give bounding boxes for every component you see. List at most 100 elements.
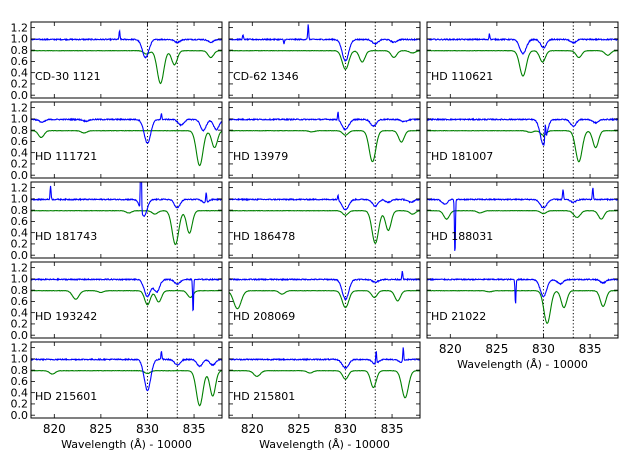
star-name-label: HD 181743 bbox=[35, 230, 97, 243]
y-tick-label: 0.4 bbox=[11, 66, 29, 79]
spectrum-panel: HD 188031 bbox=[426, 181, 619, 259]
panel-plot-area bbox=[229, 262, 420, 338]
y-tick-label: 0.2 bbox=[11, 398, 29, 411]
star-name-label: HD 13979 bbox=[233, 150, 288, 163]
spectrum-panel: 820 825 830 835 Wavelength (Å) - 10000 HD 215… bbox=[228, 341, 421, 451]
spectrum-panel: HD 208069 bbox=[228, 261, 421, 339]
model-spectrum-line bbox=[229, 289, 420, 310]
star-name-label: HD 208069 bbox=[233, 310, 295, 323]
panel-frame bbox=[228, 181, 421, 259]
spectrum-panel: 820 825 830 835 Wavelength (Å) - 10000 HD 210… bbox=[426, 261, 619, 371]
observed-spectrum-line bbox=[31, 29, 222, 59]
spectrum-panel: 0.00.20.40.60.81.01.2 HD 111721 bbox=[11, 101, 223, 182]
star-name-label: HD 215801 bbox=[233, 390, 295, 403]
spectrum-panel: HD 186478 bbox=[228, 181, 421, 259]
y-tick-label: 1.2 bbox=[11, 181, 29, 194]
panel-plot-area bbox=[31, 182, 222, 258]
model-spectrum-line bbox=[427, 289, 618, 324]
observed-spectrum-line bbox=[229, 270, 420, 301]
model-spectrum-line bbox=[427, 129, 618, 163]
panel-plot-area bbox=[31, 102, 222, 178]
panel-plot-area bbox=[229, 342, 420, 418]
y-tick-label: 1.2 bbox=[11, 101, 29, 114]
observed-spectrum-line bbox=[427, 117, 618, 147]
panel-plot-area bbox=[427, 262, 618, 338]
y-tick-label: 0.8 bbox=[11, 204, 29, 217]
model-spectrum-line bbox=[229, 129, 420, 163]
y-tick-label: 0.0 bbox=[11, 169, 29, 182]
observed-spectrum-line bbox=[31, 277, 222, 312]
y-tick-label: 0.6 bbox=[11, 55, 29, 68]
x-tick-label: 835 bbox=[381, 422, 404, 436]
star-name-label: CD-62 1346 bbox=[233, 70, 299, 83]
y-tick-label: 0.4 bbox=[11, 146, 29, 159]
y-tick-label: 1.0 bbox=[11, 193, 29, 206]
star-name-label: HD 110621 bbox=[431, 70, 493, 83]
x-tick-label: 830 bbox=[532, 342, 555, 356]
y-tick-label: 0.4 bbox=[11, 226, 29, 239]
y-tick-label: 1.2 bbox=[11, 21, 29, 34]
y-tick-label: 0.6 bbox=[11, 295, 29, 308]
y-tick-label: 0.4 bbox=[11, 386, 29, 399]
y-tick-label: 0.4 bbox=[11, 306, 29, 319]
y-tick-label: 0.6 bbox=[11, 135, 29, 148]
x-tick-label: 825 bbox=[89, 422, 112, 436]
x-tick-label: 820 bbox=[43, 422, 66, 436]
x-tick-label: 830 bbox=[334, 422, 357, 436]
x-axis-title: Wavelength (Å) - 10000 bbox=[259, 438, 390, 451]
model-spectrum-line bbox=[31, 129, 222, 167]
x-tick-label: 835 bbox=[579, 342, 602, 356]
panel-frame bbox=[30, 21, 223, 99]
y-tick-label: 0.2 bbox=[11, 158, 29, 171]
y-tick-label: 1.2 bbox=[11, 341, 29, 354]
model-spectrum-line bbox=[31, 369, 222, 407]
x-tick-label: 820 bbox=[241, 422, 264, 436]
observed-spectrum-line bbox=[427, 33, 618, 56]
panel-plot-area bbox=[31, 262, 222, 338]
panel-frame bbox=[30, 261, 223, 339]
y-tick-label: 0.0 bbox=[11, 249, 29, 262]
model-spectrum-line bbox=[427, 49, 618, 77]
panel-plot-area bbox=[229, 102, 420, 178]
x-tick-label: 825 bbox=[287, 422, 310, 436]
model-spectrum-line bbox=[229, 49, 420, 70]
y-tick-label: 0.8 bbox=[11, 44, 29, 57]
star-name-label: HD 215601 bbox=[35, 390, 97, 403]
panel-frame bbox=[426, 101, 619, 179]
panel-plot-area bbox=[31, 22, 222, 98]
spectrum-panel: 0.00.20.40.60.81.01.2 820 825 830 835 Wavelen… bbox=[11, 341, 223, 451]
observed-spectrum-line bbox=[229, 347, 420, 370]
star-name-label: HD 111721 bbox=[35, 150, 97, 163]
model-spectrum-line bbox=[427, 209, 618, 221]
y-tick-label: 1.0 bbox=[11, 33, 29, 46]
star-name-label: HD 186478 bbox=[233, 230, 295, 243]
model-spectrum-line bbox=[31, 289, 222, 306]
star-name-label: HD 181007 bbox=[431, 150, 493, 163]
panel-plot-area bbox=[31, 342, 222, 418]
spectrum-panel: HD 110621 bbox=[426, 21, 619, 99]
y-tick-label: 0.2 bbox=[11, 238, 29, 251]
model-spectrum-line bbox=[229, 369, 420, 399]
y-tick-label: 0.8 bbox=[11, 284, 29, 297]
y-tick-label: 1.0 bbox=[11, 273, 29, 286]
spectrum-panel: 0.00.20.40.60.81.01.2 HD 181743 bbox=[11, 181, 223, 262]
panel-frame bbox=[30, 181, 223, 259]
y-tick-label: 0.8 bbox=[11, 364, 29, 377]
spectrum-panel: HD 181007 bbox=[426, 101, 619, 179]
panel-frame bbox=[228, 341, 421, 419]
spectrum-panel: 0.00.20.40.60.81.01.2 HD 193242 bbox=[11, 261, 223, 342]
y-tick-label: 0.0 bbox=[11, 409, 29, 422]
x-tick-label: 825 bbox=[485, 342, 508, 356]
model-spectrum-line bbox=[31, 49, 222, 85]
x-tick-label: 835 bbox=[183, 422, 206, 436]
panel-frame bbox=[30, 341, 223, 419]
y-tick-label: 1.0 bbox=[11, 113, 29, 126]
y-tick-label: 0.6 bbox=[11, 375, 29, 388]
spectrum-panel: 0.00.20.40.60.81.01.2 CD-30 1121 bbox=[11, 21, 223, 102]
y-tick-label: 0.2 bbox=[11, 78, 29, 91]
panel-plot-area bbox=[229, 22, 420, 98]
panel-frame bbox=[426, 261, 619, 339]
panel-frame bbox=[426, 181, 619, 259]
observed-spectrum-line bbox=[229, 193, 420, 211]
